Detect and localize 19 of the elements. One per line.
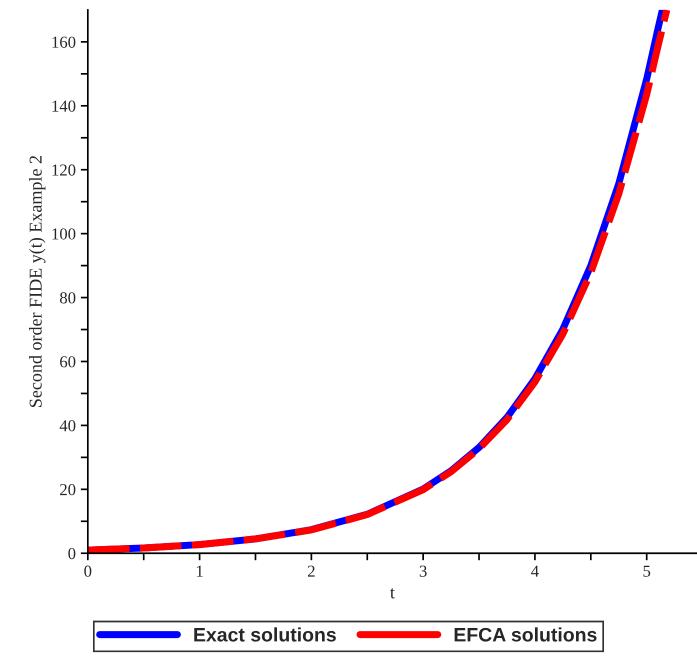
x-axis-title: t (390, 588, 395, 598)
x-tick-label: 0 (84, 566, 92, 577)
y-tick-label: 60 (60, 356, 76, 368)
y-tick-label: 140 (52, 100, 76, 112)
y-tick-label: 160 (52, 36, 76, 48)
y-tick-label: 40 (60, 420, 76, 432)
y-axis-title: Second order FIDE y(t) Example 2 (29, 156, 46, 407)
x-tick-label: 3 (420, 566, 427, 577)
y-tick-label: 80 (60, 292, 76, 304)
x-tick-label: 1 (196, 566, 203, 577)
x-tick-label: 5 (644, 566, 650, 577)
y-tick-label: 120 (52, 164, 76, 176)
y-tick-label: 0 (68, 548, 76, 560)
x-tick-label: 2 (308, 566, 315, 577)
x-tick-label: 4 (531, 566, 539, 577)
y-tick-label: 20 (60, 484, 76, 496)
legend-label: EFCA solutions (454, 627, 597, 642)
legend-label: Exact solutions (194, 627, 336, 642)
y-tick-label: 100 (52, 228, 76, 240)
